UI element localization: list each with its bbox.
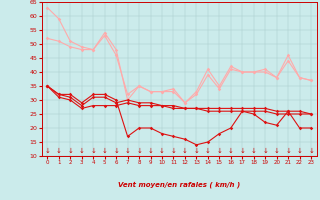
X-axis label: Vent moyen/en rafales ( km/h ): Vent moyen/en rafales ( km/h ) (118, 182, 240, 188)
